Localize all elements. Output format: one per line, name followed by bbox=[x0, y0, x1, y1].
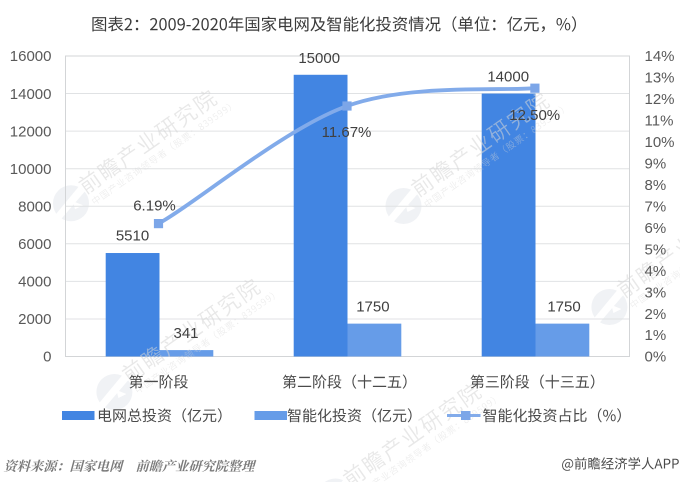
svg-text:10%: 10% bbox=[645, 134, 675, 151]
svg-text:10000: 10000 bbox=[10, 161, 52, 178]
svg-text:9%: 9% bbox=[645, 156, 667, 173]
svg-text:11%: 11% bbox=[645, 113, 674, 130]
svg-text:14000: 14000 bbox=[487, 68, 529, 85]
svg-text:1%: 1% bbox=[645, 327, 667, 344]
svg-text:12.50%: 12.50% bbox=[509, 107, 560, 124]
svg-text:6000: 6000 bbox=[18, 236, 51, 253]
svg-text:8%: 8% bbox=[645, 177, 667, 194]
svg-text:2000: 2000 bbox=[18, 311, 51, 328]
svg-text:11.67%: 11.67% bbox=[322, 124, 372, 141]
svg-text:2%: 2% bbox=[645, 306, 667, 323]
svg-text:14000: 14000 bbox=[10, 86, 52, 103]
svg-text:4000: 4000 bbox=[18, 274, 51, 291]
svg-text:5510: 5510 bbox=[116, 228, 149, 245]
svg-text:0: 0 bbox=[43, 349, 51, 366]
svg-text:6.19%: 6.19% bbox=[133, 198, 176, 215]
svg-text:3%: 3% bbox=[645, 284, 667, 301]
svg-text:8000: 8000 bbox=[18, 198, 51, 215]
svg-text:7%: 7% bbox=[645, 198, 667, 215]
svg-text:1750: 1750 bbox=[547, 299, 580, 316]
svg-text:16000: 16000 bbox=[10, 48, 52, 65]
svg-text:12%: 12% bbox=[645, 91, 675, 108]
svg-text:1750: 1750 bbox=[356, 299, 389, 316]
svg-text:4%: 4% bbox=[645, 263, 667, 280]
svg-text:12000: 12000 bbox=[10, 123, 52, 140]
svg-text:13%: 13% bbox=[645, 70, 675, 87]
svg-text:341: 341 bbox=[173, 325, 198, 342]
svg-text:14%: 14% bbox=[645, 48, 675, 65]
svg-text:15000: 15000 bbox=[298, 50, 340, 67]
svg-text:0%: 0% bbox=[645, 349, 667, 366]
svg-text:6%: 6% bbox=[645, 220, 667, 237]
svg-text:5%: 5% bbox=[645, 241, 667, 258]
